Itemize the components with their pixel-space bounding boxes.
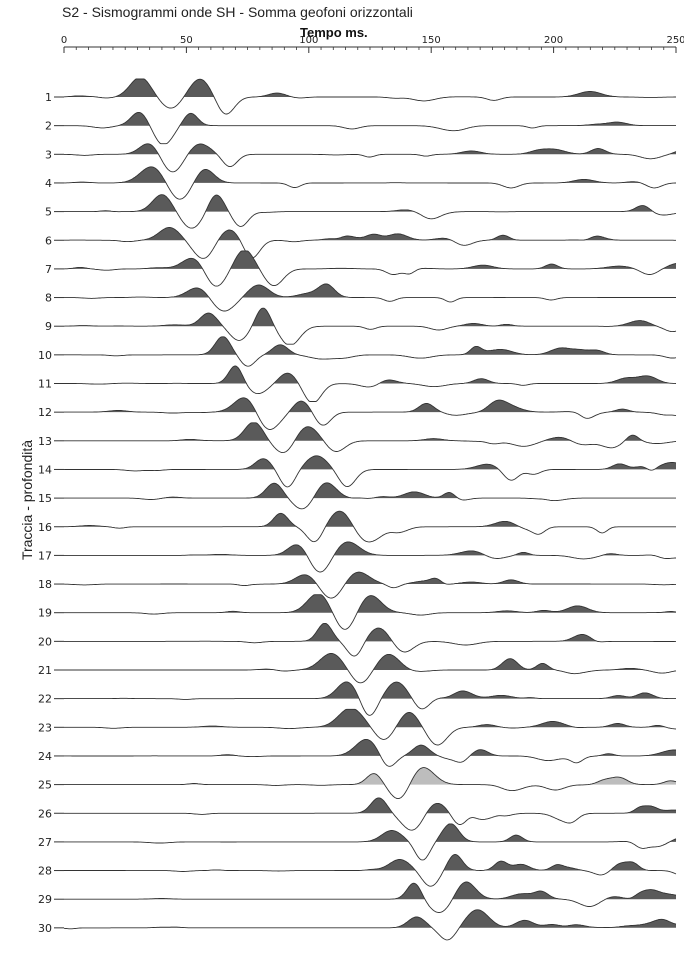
trace-line bbox=[63, 455, 677, 488]
trace-label: 16 bbox=[38, 521, 52, 534]
trace-label: 25 bbox=[38, 779, 52, 792]
trace-fill bbox=[64, 166, 676, 183]
x-tick-label: 150 bbox=[422, 35, 441, 46]
trace-line bbox=[64, 541, 676, 573]
x-tick-label: 250 bbox=[666, 35, 684, 46]
trace-line bbox=[64, 422, 677, 454]
trace-line bbox=[64, 622, 676, 657]
time-axis: 0 50 100 150 200 250 bbox=[61, 35, 684, 53]
trace-fill bbox=[64, 366, 676, 384]
trace-line bbox=[64, 283, 676, 312]
trace-label: 8 bbox=[45, 292, 52, 305]
trace-line bbox=[63, 909, 677, 941]
trace-line bbox=[64, 227, 676, 259]
trace-fill bbox=[64, 422, 676, 441]
trace-fill bbox=[64, 397, 676, 413]
x-axis-label: Tempo ms. bbox=[300, 25, 368, 40]
trace-line bbox=[63, 307, 677, 345]
trace-fill bbox=[64, 283, 676, 298]
trace-label: 19 bbox=[38, 607, 52, 620]
trace-label: 17 bbox=[38, 549, 52, 562]
trace-fill bbox=[64, 194, 676, 212]
trace-label: 26 bbox=[38, 807, 52, 820]
x-tick-label: 200 bbox=[544, 35, 563, 46]
trace-label: 14 bbox=[38, 463, 52, 476]
x-tick-label: 0 bbox=[61, 35, 67, 46]
trace-label: 3 bbox=[45, 148, 52, 161]
trace-line bbox=[64, 681, 676, 716]
x-tick-label: 100 bbox=[299, 35, 318, 46]
trace-line bbox=[64, 166, 676, 200]
trace-label: 1 bbox=[45, 91, 52, 104]
trace-line bbox=[64, 397, 677, 430]
trace-fill bbox=[64, 482, 676, 499]
trace-label: 11 bbox=[38, 378, 52, 391]
trace-fill bbox=[64, 823, 676, 842]
trace-fill bbox=[64, 112, 676, 126]
trace-fill bbox=[64, 227, 676, 241]
trace-line bbox=[64, 854, 677, 887]
trace-label: 29 bbox=[38, 893, 52, 906]
trace-line bbox=[64, 594, 677, 630]
trace-label: 15 bbox=[38, 492, 52, 505]
trace-line bbox=[63, 571, 676, 599]
trace-label: 22 bbox=[38, 693, 52, 706]
trace-label: 4 bbox=[45, 177, 52, 190]
trace-line bbox=[64, 78, 676, 115]
trace-line bbox=[64, 738, 676, 767]
seismogram-traces: 1234567891011121314151617181920212223242… bbox=[38, 78, 677, 941]
trace-label: 7 bbox=[45, 263, 52, 276]
trace-line bbox=[63, 250, 677, 287]
trace-fill bbox=[64, 739, 676, 756]
chart-title: S2 - Sismogrammi onde SH - Somma geofoni… bbox=[62, 4, 413, 20]
trace-line bbox=[64, 767, 677, 800]
trace-label: 24 bbox=[38, 750, 52, 763]
trace-label: 18 bbox=[38, 578, 52, 591]
trace-fill bbox=[64, 594, 676, 613]
trace-label: 20 bbox=[38, 635, 52, 648]
trace-label: 5 bbox=[45, 206, 52, 219]
trace-label: 13 bbox=[38, 435, 52, 448]
trace-line bbox=[64, 194, 677, 229]
trace-line bbox=[64, 881, 677, 913]
trace-label: 30 bbox=[38, 922, 52, 935]
trace-label: 27 bbox=[38, 836, 52, 849]
trace-label: 28 bbox=[38, 865, 52, 878]
trace-fill bbox=[64, 455, 676, 470]
trace-label: 10 bbox=[38, 349, 52, 362]
trace-line bbox=[64, 143, 677, 173]
trace-line bbox=[64, 111, 676, 145]
trace-label: 23 bbox=[38, 721, 52, 734]
trace-fill bbox=[64, 143, 676, 155]
trace-line bbox=[64, 365, 677, 402]
trace-fill bbox=[64, 681, 676, 699]
trace-label: 9 bbox=[45, 320, 52, 333]
trace-line bbox=[64, 510, 676, 543]
trace-line bbox=[64, 823, 677, 861]
trace-line bbox=[64, 708, 677, 746]
trace-fill bbox=[64, 709, 676, 728]
trace-label: 21 bbox=[38, 664, 52, 677]
trace-fill bbox=[64, 572, 676, 584]
trace-line bbox=[64, 652, 677, 684]
trace-fill bbox=[64, 653, 676, 670]
trace-fill bbox=[64, 623, 676, 642]
trace-label: 2 bbox=[45, 120, 52, 133]
trace-line bbox=[64, 797, 676, 831]
trace-fill bbox=[64, 308, 676, 327]
x-tick-label: 50 bbox=[180, 35, 193, 46]
trace-fill bbox=[64, 79, 676, 97]
trace-fill bbox=[64, 250, 676, 269]
trace-line bbox=[64, 482, 676, 510]
trace-fill bbox=[64, 909, 676, 928]
trace-fill bbox=[64, 336, 676, 355]
trace-fill bbox=[64, 511, 676, 527]
trace-line bbox=[64, 336, 677, 367]
trace-label: 12 bbox=[38, 406, 52, 419]
trace-fill bbox=[64, 854, 676, 871]
trace-fill bbox=[64, 882, 676, 900]
trace-fill bbox=[64, 767, 676, 785]
trace-label: 6 bbox=[45, 234, 52, 247]
